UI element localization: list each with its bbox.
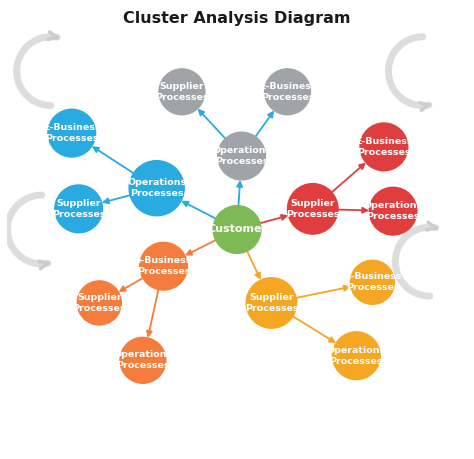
- Text: E-Business
Processes: E-Business Processes: [344, 272, 401, 292]
- Text: Cluster Analysis Diagram: Cluster Analysis Diagram: [123, 11, 351, 27]
- Text: E-Business
Processes: E-Business Processes: [259, 82, 316, 102]
- Text: Supplier
Processes: Supplier Processes: [286, 199, 339, 219]
- Circle shape: [369, 187, 417, 235]
- Text: Operations
Processes: Operations Processes: [212, 146, 271, 166]
- Text: Operations
Processes: Operations Processes: [113, 350, 173, 370]
- Circle shape: [360, 123, 408, 171]
- Circle shape: [213, 206, 261, 253]
- Circle shape: [246, 278, 297, 328]
- Circle shape: [120, 337, 166, 383]
- Text: E-Business
Processes: E-Business Processes: [43, 123, 100, 143]
- Circle shape: [332, 332, 380, 380]
- Text: Operations
Processes: Operations Processes: [327, 346, 386, 366]
- Circle shape: [264, 69, 310, 115]
- Text: Supplier
Processes: Supplier Processes: [245, 293, 298, 313]
- Text: Supplier
Processes: Supplier Processes: [73, 293, 126, 313]
- Text: Operations
Processes: Operations Processes: [127, 178, 186, 198]
- Text: E-Business
Processes: E-Business Processes: [355, 137, 413, 157]
- Circle shape: [140, 242, 187, 290]
- Circle shape: [350, 260, 394, 304]
- Circle shape: [288, 184, 338, 234]
- Text: Customer: Customer: [207, 224, 267, 235]
- Circle shape: [159, 69, 205, 115]
- Circle shape: [218, 132, 265, 180]
- Text: Supplier
Processes: Supplier Processes: [155, 82, 209, 102]
- Text: e-Business
Processes: e-Business Processes: [135, 256, 192, 276]
- Circle shape: [77, 281, 121, 325]
- Text: Supplier
Processes: Supplier Processes: [52, 199, 105, 219]
- Circle shape: [55, 185, 102, 233]
- Circle shape: [129, 161, 184, 216]
- Circle shape: [48, 109, 96, 157]
- Text: Operations
Processes: Operations Processes: [364, 201, 423, 221]
